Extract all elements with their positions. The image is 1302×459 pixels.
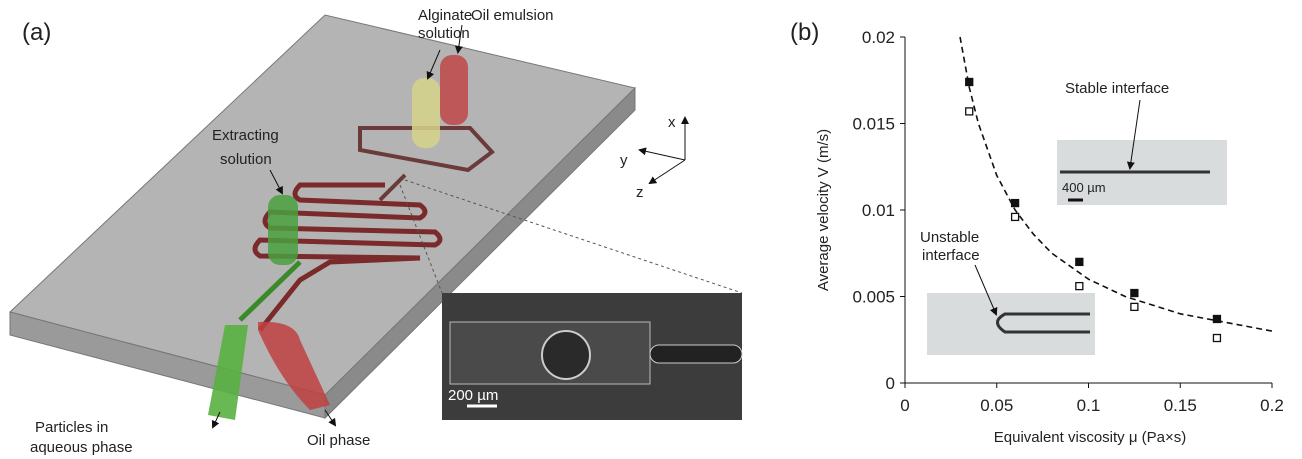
point — [1131, 290, 1138, 297]
x-tick-label: 0.15 — [1164, 396, 1197, 415]
x-tick-label: 0.2 — [1260, 396, 1284, 415]
scale-label: 200 µm — [448, 387, 498, 404]
tube-alginate — [412, 78, 440, 148]
point — [966, 78, 973, 85]
annotation-stable: Stable interface — [1065, 80, 1169, 97]
axis-arrow — [640, 150, 685, 160]
panel-label: (b) — [790, 19, 819, 46]
tube-oil-emulsion — [440, 55, 468, 125]
x-tick-label: 0 — [900, 396, 909, 415]
y-tick-label: 0.01 — [862, 201, 895, 220]
axis-y: y — [620, 152, 628, 169]
y-tick-label: 0.02 — [862, 28, 895, 47]
tube-extracting — [268, 195, 298, 265]
panel-label: (a) — [22, 19, 51, 46]
axis-z: z — [636, 184, 644, 201]
point — [1012, 200, 1019, 207]
point — [1213, 335, 1220, 342]
label-oil-emulsion: Oil emulsion — [471, 7, 554, 24]
x-axis-label: Equivalent viscosity μ (Pa×s) — [994, 429, 1186, 446]
label-oil-phase: Oil phase — [307, 432, 370, 449]
panel-b: (b) Equivalent viscosity μ (Pa×s) Averag… — [790, 19, 1284, 446]
point — [1012, 213, 1019, 220]
figure: (a) Alginatesolution Oil emulsion Extrac… — [0, 0, 1302, 459]
y-tick-label: 0.015 — [852, 115, 895, 134]
x-tick-label: 0.1 — [1077, 396, 1101, 415]
point — [1076, 283, 1083, 290]
point — [1076, 258, 1083, 265]
point — [966, 108, 973, 115]
inset-scale-label: 400 µm — [1062, 180, 1106, 195]
y-tick-label: 0 — [886, 374, 895, 393]
droplet — [542, 331, 590, 379]
x-tick-label: 0.05 — [980, 396, 1013, 415]
y-axis-label: Average velocity V (m/s) — [815, 129, 832, 291]
y-tick-label: 0.005 — [852, 288, 895, 307]
point — [1131, 303, 1138, 310]
axis-arrow — [650, 160, 685, 183]
axis-x: x — [668, 114, 676, 131]
inset-unstable — [927, 293, 1095, 355]
outlet — [650, 345, 742, 363]
